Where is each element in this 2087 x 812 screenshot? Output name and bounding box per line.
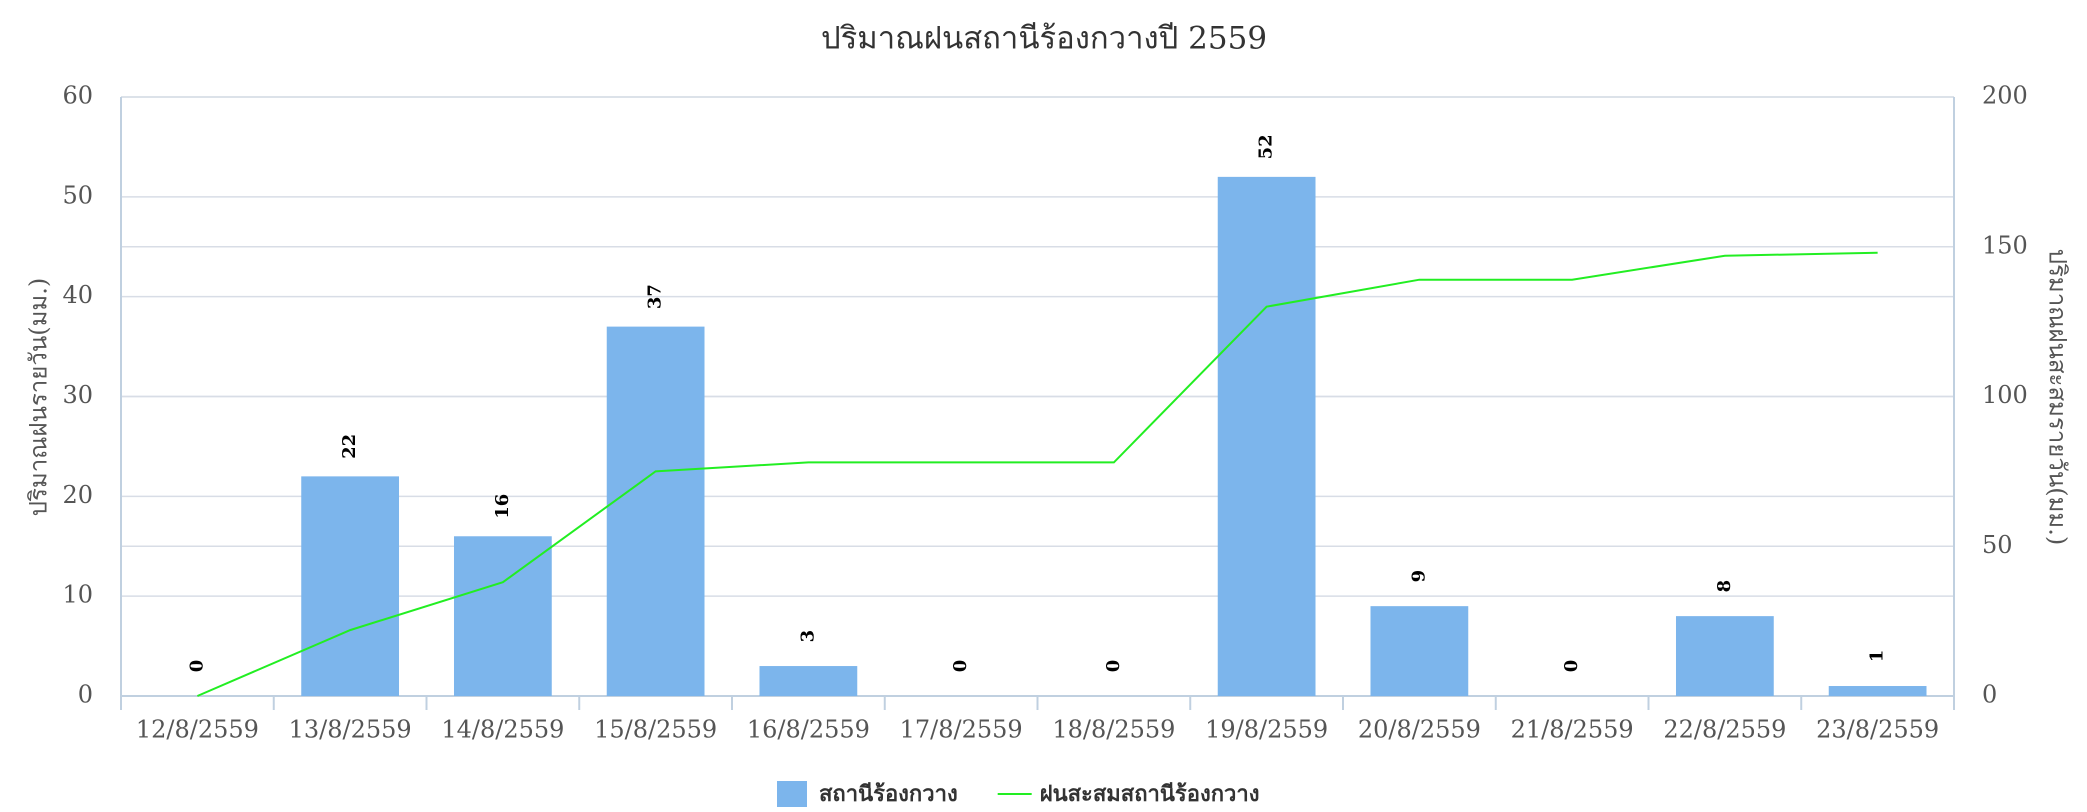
x-tick-label: 21/8/2559 [1511,716,1634,744]
bar [606,326,705,696]
x-tick-label: 15/8/2559 [594,716,717,744]
x-tick-label: 23/8/2559 [1816,716,1939,744]
y2-axis-title: ปริมาณฝนสะสมรายวัน(มม.) [2044,249,2072,545]
y-tick-label: 0 [78,681,93,709]
line [196,251,1878,697]
data-label: 0 [1103,660,1124,673]
y2-tick-label: 150 [1982,231,2028,259]
chart-title: ปริมาณฝนสถานีร้องกวางปี 2559 [821,21,1267,57]
data-label: 1 [1867,650,1888,663]
x-tick-label: 22/8/2559 [1663,716,1786,744]
data-label: 3 [797,630,818,643]
x-tick-label: 17/8/2559 [900,716,1023,744]
y-tick-label: 30 [62,381,93,409]
bar [1828,686,1927,696]
data-label: 9 [1408,570,1429,583]
y2-tick-label: 50 [1982,531,2013,559]
y-tick-label: 20 [62,481,93,509]
bar [759,666,858,696]
legend-label: สถานีร้องกวาง [819,781,958,807]
x-tick-label: 13/8/2559 [289,716,412,744]
x-tick-label: 20/8/2559 [1358,716,1481,744]
data-label: 0 [186,660,207,673]
data-label: 0 [950,660,971,673]
data-label: 16 [492,494,513,519]
y-tick-label: 50 [62,181,93,209]
x-tick-label: 19/8/2559 [1205,716,1328,744]
y2-tick-label: 200 [1982,82,2028,110]
x-tick-label: 12/8/2559 [136,716,259,744]
y2-tick-label: 100 [1982,381,2028,409]
data-label: 0 [1561,660,1582,673]
y-tick-label: 10 [62,581,93,609]
data-label: 22 [339,434,360,459]
legend-swatch [777,781,807,807]
y2-tick-label: 0 [1982,681,1997,709]
data-label: 8 [1714,580,1735,593]
bar [1675,616,1774,696]
bar [453,536,552,696]
bar [1217,176,1316,696]
legend-label: ฝนสะสมสถานีร้องกวาง [1040,781,1260,807]
y-tick-label: 60 [62,82,93,110]
bar [301,476,400,696]
y-tick-label: 40 [62,281,93,309]
data-label: 37 [645,284,666,309]
data-label: 52 [1256,134,1277,159]
x-tick-label: 18/8/2559 [1052,716,1175,744]
y-axis-title: ปริมาณฝนรายวัน(มม.) [25,278,53,516]
x-tick-label: 16/8/2559 [747,716,870,744]
bar [1370,606,1469,696]
x-tick-label: 14/8/2559 [441,716,564,744]
